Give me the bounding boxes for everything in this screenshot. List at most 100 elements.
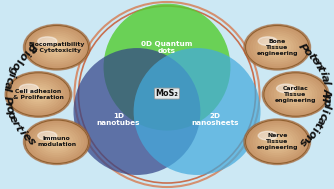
Ellipse shape: [36, 33, 78, 62]
Ellipse shape: [38, 131, 57, 140]
Ellipse shape: [41, 36, 73, 58]
Ellipse shape: [30, 89, 46, 100]
Text: P: P: [297, 41, 309, 53]
Ellipse shape: [36, 127, 78, 156]
Text: p: p: [322, 93, 332, 101]
Text: o: o: [16, 50, 29, 62]
Ellipse shape: [134, 48, 261, 175]
Ellipse shape: [30, 124, 83, 160]
Ellipse shape: [264, 73, 327, 116]
Ellipse shape: [23, 84, 54, 105]
Text: n: n: [312, 59, 324, 70]
Text: o: o: [3, 105, 14, 114]
Ellipse shape: [251, 124, 304, 160]
Ellipse shape: [38, 129, 75, 154]
Ellipse shape: [267, 40, 288, 54]
Text: l: l: [321, 80, 331, 85]
Ellipse shape: [28, 27, 86, 67]
Ellipse shape: [275, 45, 280, 49]
Ellipse shape: [251, 29, 304, 65]
Ellipse shape: [28, 122, 86, 162]
Text: p: p: [5, 109, 16, 119]
Ellipse shape: [262, 72, 329, 117]
Ellipse shape: [20, 82, 57, 107]
Text: t: t: [315, 65, 326, 73]
Text: Cell adhesion
& Proliferation: Cell adhesion & Proliferation: [13, 89, 64, 100]
Text: Bone
Tissue
engineering: Bone Tissue engineering: [257, 39, 298, 56]
Ellipse shape: [254, 31, 301, 64]
Ellipse shape: [277, 84, 296, 93]
Ellipse shape: [9, 75, 67, 114]
Ellipse shape: [38, 35, 75, 60]
Text: i: i: [319, 108, 330, 114]
Ellipse shape: [285, 87, 306, 102]
Ellipse shape: [25, 120, 89, 163]
Ellipse shape: [46, 135, 67, 149]
Text: i: i: [317, 70, 328, 77]
Text: B: B: [24, 41, 37, 54]
Ellipse shape: [269, 76, 322, 113]
Ellipse shape: [261, 131, 293, 153]
Ellipse shape: [254, 125, 301, 158]
Ellipse shape: [248, 27, 306, 67]
Text: i: i: [21, 48, 32, 56]
Ellipse shape: [256, 33, 298, 62]
Text: i: i: [17, 129, 28, 137]
Ellipse shape: [46, 40, 67, 54]
Text: A: A: [322, 88, 332, 97]
Ellipse shape: [49, 136, 65, 147]
Ellipse shape: [28, 87, 49, 102]
Ellipse shape: [38, 37, 57, 46]
Ellipse shape: [104, 4, 230, 131]
Ellipse shape: [54, 140, 59, 144]
Text: 2D
nanosheets: 2D nanosheets: [192, 113, 239, 125]
Text: Nerve
Tissue
engineering: Nerve Tissue engineering: [257, 133, 298, 150]
Text: MoS₂: MoS₂: [156, 89, 178, 98]
Text: o: o: [305, 128, 317, 139]
Text: t: t: [312, 120, 323, 129]
Text: c: c: [3, 76, 14, 84]
Ellipse shape: [43, 38, 70, 56]
Ellipse shape: [290, 91, 301, 98]
Ellipse shape: [269, 42, 285, 53]
Ellipse shape: [41, 131, 73, 153]
Ellipse shape: [25, 26, 89, 69]
Text: i: i: [5, 72, 16, 78]
Ellipse shape: [33, 91, 44, 98]
Text: n: n: [301, 132, 314, 143]
Ellipse shape: [264, 38, 291, 56]
Ellipse shape: [30, 29, 83, 65]
Ellipse shape: [36, 93, 41, 96]
Text: a: a: [319, 74, 330, 83]
Ellipse shape: [19, 84, 38, 93]
Ellipse shape: [256, 127, 298, 156]
Ellipse shape: [73, 48, 200, 175]
Ellipse shape: [7, 73, 70, 116]
Text: e: e: [309, 55, 321, 65]
Text: s: s: [297, 136, 309, 147]
Ellipse shape: [33, 31, 80, 64]
Ellipse shape: [259, 35, 296, 60]
Text: c: c: [317, 111, 328, 120]
Ellipse shape: [33, 125, 80, 158]
Ellipse shape: [280, 84, 311, 105]
Text: 1D
nanotubes: 1D nanotubes: [97, 113, 140, 125]
Ellipse shape: [272, 138, 283, 145]
Ellipse shape: [272, 78, 319, 111]
Ellipse shape: [248, 122, 306, 162]
Ellipse shape: [51, 44, 62, 51]
Text: o: o: [10, 60, 22, 70]
Text: l: l: [321, 104, 331, 109]
Ellipse shape: [282, 85, 309, 104]
Text: Immuno
modulation: Immuno modulation: [37, 136, 76, 147]
Ellipse shape: [272, 44, 283, 51]
Ellipse shape: [23, 119, 90, 165]
Ellipse shape: [12, 76, 65, 113]
Text: r: r: [2, 101, 13, 108]
Text: s: s: [25, 136, 37, 147]
Text: t: t: [13, 124, 24, 133]
Text: t: t: [306, 51, 317, 60]
Ellipse shape: [261, 36, 293, 58]
Ellipse shape: [244, 119, 311, 165]
Text: a: a: [315, 115, 326, 125]
